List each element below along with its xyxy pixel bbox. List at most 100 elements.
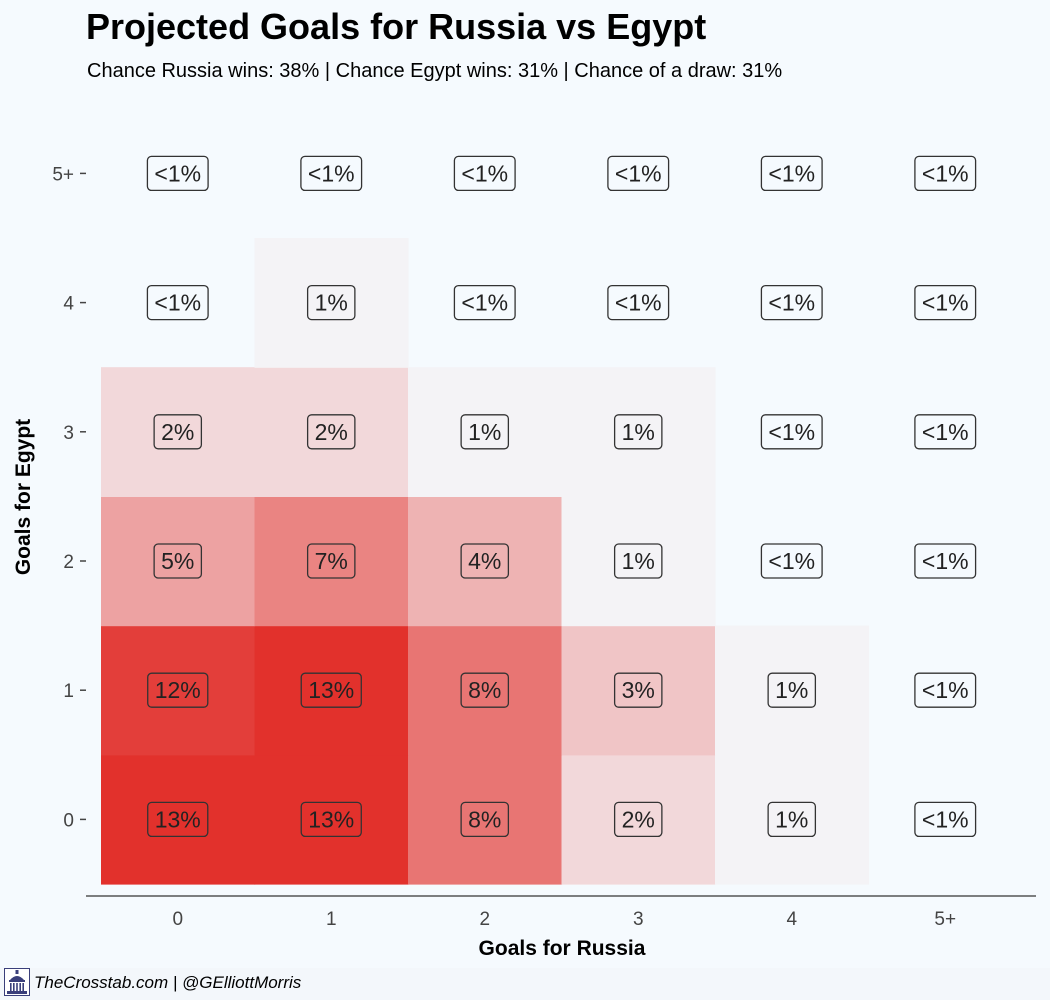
cell-label-text: <1%: [308, 160, 355, 186]
heatmap-cell-1-1: [254, 625, 409, 756]
cell-label-text: 7%: [315, 548, 348, 574]
y-tick-label: 5+: [52, 164, 74, 185]
cell-label-text: 12%: [155, 677, 201, 703]
heatmap-cell-3-1: [561, 625, 716, 756]
cell-label: <1%: [453, 155, 516, 192]
cell-label: <1%: [760, 155, 823, 192]
cell-label-box: [300, 801, 362, 838]
cell-label-text: <1%: [922, 677, 969, 703]
heatmap-cell-3-3: [561, 367, 716, 497]
heatmap-cell-1-3: [254, 367, 409, 497]
cell-label-box: [300, 155, 363, 192]
cell-label: <1%: [914, 155, 977, 192]
heatmap-cell-4-0: [715, 754, 870, 885]
y-axis-title: Goals for Egypt: [12, 419, 35, 575]
cell-label-box: [613, 543, 663, 579]
cell-label: 13%: [147, 801, 209, 838]
cell-label-box: [613, 414, 663, 450]
cell-label-box: [914, 801, 977, 838]
cell-label-text: 8%: [468, 806, 501, 832]
cell-label-text: 1%: [775, 677, 808, 703]
cell-label: 2%: [153, 414, 203, 450]
cell-label: <1%: [146, 284, 209, 321]
cell-label-box: [760, 414, 823, 450]
cell-label-text: <1%: [154, 160, 201, 186]
cell-label-text: <1%: [768, 290, 815, 316]
cell-label-text: 1%: [315, 290, 348, 316]
y-tick-label: 3: [63, 423, 74, 444]
heatmap-cell-3-2: [561, 496, 716, 627]
footer-credit: TheCrosstab.com | @GElliottMorris: [34, 973, 302, 992]
cell-label: 1%: [767, 672, 817, 708]
cell-label: <1%: [914, 672, 977, 708]
cell-label: 8%: [460, 801, 510, 838]
cell-label-box: [153, 414, 203, 450]
cell-label-box: [306, 284, 356, 321]
heatmap-cell-1-2: [254, 496, 409, 627]
cell-label: <1%: [607, 284, 670, 321]
cell-label-box: [460, 414, 510, 450]
cell-label-box: [306, 414, 356, 450]
heatmap-cell-1-0: [254, 754, 409, 885]
cell-label: <1%: [914, 414, 977, 450]
heatmap-cell-2-3: [408, 367, 563, 497]
heatmap-cell-0-0: [101, 754, 256, 885]
cell-label-text: 1%: [622, 548, 655, 574]
cell-label-box: [760, 543, 823, 579]
cell-label-box: [607, 284, 670, 321]
cell-label-box: [613, 672, 663, 708]
cell-label-box: [147, 801, 209, 838]
cell-label: 8%: [460, 672, 510, 708]
x-tick-label: 1: [326, 909, 337, 930]
cell-label-box: [453, 284, 516, 321]
cell-label-text: 1%: [622, 419, 655, 445]
cell-label: 12%: [147, 672, 209, 708]
cell-label: 1%: [306, 284, 356, 321]
x-tick-label: 3: [633, 909, 644, 930]
cell-label: 1%: [460, 414, 510, 450]
heatmap-cell-0-1: [101, 625, 256, 756]
cell-label-text: 13%: [155, 806, 201, 832]
heatmap-cell-4-1: [715, 625, 870, 756]
cell-label-text: <1%: [768, 548, 815, 574]
cell-label-box: [767, 672, 817, 708]
x-tick-label: 2: [479, 909, 490, 930]
cell-label-text: <1%: [461, 290, 508, 316]
heatmap-chart: 13% 13% 8% 2% 1% <1%12% 13% 8% 3% 1% <1%5% 7% 4% 1% <1…: [12, 155, 1036, 960]
cell-label-text: <1%: [922, 419, 969, 445]
cell-label: <1%: [607, 155, 670, 192]
heatmap-cell-3-0: [561, 754, 716, 885]
chart-title: Projected Goals for Russia vs Egypt: [86, 6, 707, 47]
cell-label-text: <1%: [768, 160, 815, 186]
cell-label-box: [460, 672, 510, 708]
cell-label-box: [914, 672, 977, 708]
cell-label: 2%: [613, 801, 663, 838]
cell-label: <1%: [146, 155, 209, 192]
cell-label-text: <1%: [922, 806, 969, 832]
cell-label: 1%: [767, 801, 817, 838]
cell-label: 3%: [613, 672, 663, 708]
cell-label-box: [146, 284, 209, 321]
cell-label-box: [914, 414, 977, 450]
x-tick-label: 0: [172, 909, 183, 930]
chart-subtitle: Chance Russia wins: 38% | Chance Egypt w…: [87, 60, 783, 82]
cell-label-text: 2%: [161, 419, 194, 445]
cell-label: <1%: [760, 543, 823, 579]
cell-label-text: 3%: [622, 677, 655, 703]
y-tick-label: 2: [63, 552, 74, 573]
cell-label-text: <1%: [922, 160, 969, 186]
cell-label-box: [146, 155, 209, 192]
cell-label-text: <1%: [461, 160, 508, 186]
cell-label: <1%: [760, 284, 823, 321]
cell-label-box: [760, 155, 823, 192]
cell-label: <1%: [453, 284, 516, 321]
cell-label-text: 4%: [468, 548, 501, 574]
cell-label-box: [760, 284, 823, 321]
heatmap-cell-0-2: [101, 496, 256, 627]
cell-labels: 13% 13% 8% 2% 1% <1% 12% 13% 8% 3% 1% <1% 5% 7% 4% 1% <1…: [146, 155, 977, 838]
heatmap-cell-1-4: [254, 238, 409, 368]
cell-label-box: [460, 543, 510, 579]
cell-label-text: <1%: [922, 548, 969, 574]
cell-label-box: [613, 801, 663, 838]
cell-label: <1%: [914, 543, 977, 579]
